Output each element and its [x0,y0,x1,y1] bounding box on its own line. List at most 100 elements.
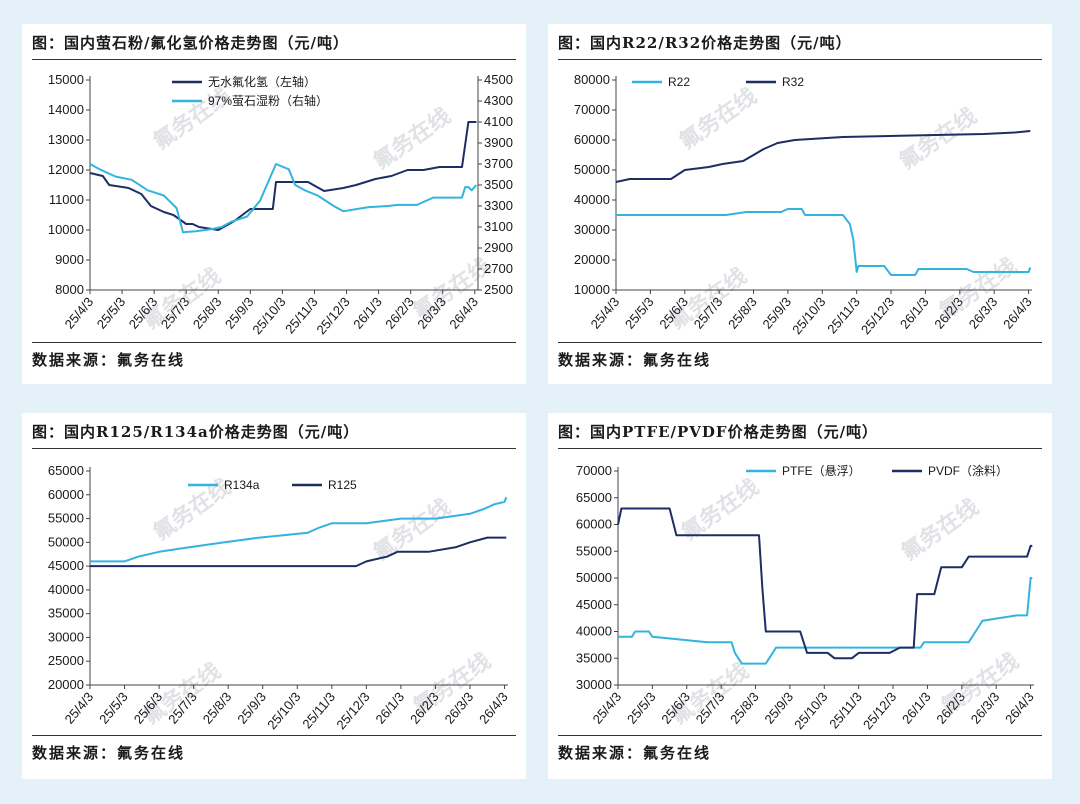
x-tick-label: 25/10/3 [264,689,303,732]
y-tick-label: 40000 [576,624,612,639]
y-tick-label: 20000 [574,252,610,267]
y2-tick-label: 3100 [484,219,513,234]
y-tick-label: 11000 [49,192,84,207]
x-tick-label: 25/10/3 [791,689,830,732]
watermark-text: 氟务在线 [897,494,984,566]
y-tick-label: 50000 [574,162,610,177]
y-tick-label: 9000 [55,252,84,267]
x-tick-label: 25/9/3 [759,294,794,331]
legend-label-1: PVDF（涂料） [928,463,1008,478]
series-line-1 [617,507,1033,660]
legend-label-0: R22 [668,75,690,89]
watermark-text: 氟务在线 [369,103,456,175]
y-tick-label: 12000 [48,162,84,177]
chart-panel-ptfe-pvdf: 图：国内PTFE/PVDF价格走势图（元/吨） 氟务在线 氟务在线 氟务在线 氟务在线… [548,413,1052,779]
x-tick-label: 25/12/3 [333,689,372,732]
y-tick-label: 30000 [576,677,612,692]
x-tick-label: 25/4/3 [590,689,625,726]
y-tick-label: 40000 [48,582,84,597]
source-note: 数据来源：氟务在线 [558,342,1042,370]
x-tick-label: 25/5/3 [94,294,129,331]
x-tick-label: 25/12/3 [860,689,899,732]
series-line-0 [90,496,508,563]
y-tick-label: 45000 [48,558,84,573]
source-note: 数据来源：氟务在线 [558,735,1042,763]
y-tick-label: 80000 [574,72,610,87]
y2-tick-label: 2500 [484,282,513,297]
x-tick-label: 26/1/3 [372,689,407,726]
x-tick-label: 25/5/3 [96,689,131,726]
legend-label-0: R134a [224,478,260,492]
y-tick-label: 30000 [48,629,84,644]
y2-tick-label: 4500 [484,72,513,87]
x-tick-label: 26/4/3 [1002,689,1037,726]
y2-tick-label: 3900 [484,135,513,150]
y-tick-label: 65000 [576,490,612,505]
chart-panel-r22-r32: 图：国内R22/R32价格走势图（元/吨） 氟务在线 氟务在线 氟务在线 氟务在线 10… [548,24,1052,384]
y-tick-label: 30000 [574,222,610,237]
y-tick-label: 13000 [48,132,84,147]
source-note: 数据来源：氟务在线 [32,735,516,763]
x-tick-label: 26/1/3 [899,689,934,726]
x-tick-label: 26/4/3 [476,689,511,726]
x-tick-label: 25/11/3 [826,689,865,731]
y2-tick-label: 3500 [484,177,513,192]
x-tick-label: 25/4/3 [62,294,97,331]
series-line-0 [618,577,1033,665]
y-tick-label: 55000 [576,543,612,558]
watermark-text: 氟务在线 [369,494,456,566]
y-tick-label: 60000 [48,487,84,502]
y-tick-label: 70000 [574,102,610,117]
y-tick-label: 35000 [576,650,612,665]
y2-tick-label: 4100 [484,114,513,129]
y2-tick-label: 2700 [484,261,513,276]
y-tick-label: 35000 [48,606,84,621]
legend-label-0: PTFE（悬浮） [782,464,861,478]
series-line-1 [615,130,1031,183]
x-tick-label: 25/4/3 [588,294,623,331]
chart-panel-fluorite-hf: 图：国内萤石粉/氟化氢价格走势图（元/吨） 氟务在线 氟务在线 氟务在线 氟务在线 80… [22,24,526,384]
y-tick-label: 50000 [48,534,84,549]
x-tick-label: 25/9/3 [761,689,796,726]
y-tick-label: 60000 [574,132,610,147]
x-tick-label: 25/10/3 [249,294,288,337]
watermark-text: 氟务在线 [675,83,762,155]
x-tick-label: 25/11/3 [282,294,321,336]
x-tick-label: 25/10/3 [789,294,828,337]
legend-label-1: R32 [782,75,804,89]
x-tick-label: 25/5/3 [624,689,659,726]
y-tick-label: 55000 [48,511,84,526]
x-tick-label: 25/5/3 [622,294,657,331]
watermark-text: 氟务在线 [895,103,982,175]
series-line-1 [89,163,478,234]
y2-tick-label: 4300 [484,93,513,108]
chart-title: 图：国内萤石粉/氟化氢价格走势图（元/吨） [32,32,516,60]
x-tick-label: 25/8/3 [725,294,760,331]
chart-title: 图：国内R22/R32价格走势图（元/吨） [558,32,1042,60]
y2-tick-label: 2900 [484,240,513,255]
x-tick-label: 25/11/3 [299,689,338,731]
y-tick-label: 60000 [576,517,612,532]
y-tick-label: 45000 [576,597,612,612]
y-tick-label: 25000 [48,653,84,668]
y-tick-label: 20000 [48,677,84,692]
y-tick-label: 50000 [576,570,612,585]
y-tick-label: 14000 [48,102,84,117]
chart-title: 图：国内PTFE/PVDF价格走势图（元/吨） [558,421,1042,449]
x-tick-label: 26/2/3 [382,294,417,331]
x-tick-label: 25/4/3 [62,689,97,726]
source-note: 数据来源：氟务在线 [32,342,516,370]
series-line-0 [89,121,477,231]
x-tick-label: 26/1/3 [350,294,385,331]
y2-tick-label: 3300 [484,198,513,213]
y-tick-label: 40000 [574,192,610,207]
x-tick-label: 25/12/3 [858,294,897,337]
y-tick-label: 10000 [574,282,610,297]
x-tick-label: 25/8/3 [727,689,762,726]
series-line-1 [90,536,507,568]
x-tick-label: 25/8/3 [200,689,235,726]
x-tick-label: 26/1/3 [897,294,932,331]
